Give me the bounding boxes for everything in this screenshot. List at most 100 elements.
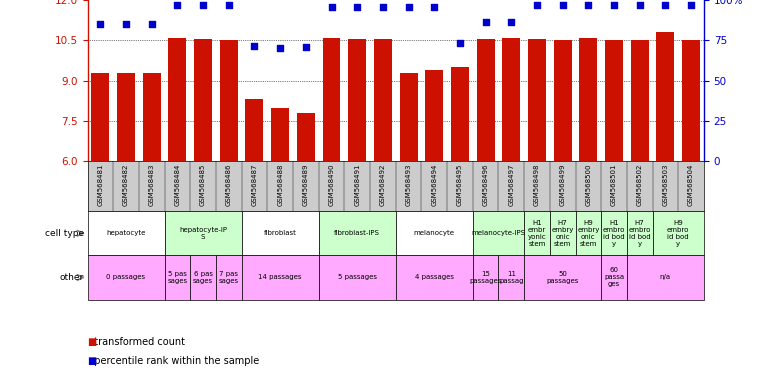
Text: GSM568494: GSM568494 <box>431 164 438 206</box>
Text: GSM568489: GSM568489 <box>303 164 309 206</box>
Text: GSM568485: GSM568485 <box>200 164 206 206</box>
Point <box>300 44 312 50</box>
Text: other: other <box>59 273 84 282</box>
Point <box>556 2 568 8</box>
Point <box>403 4 415 10</box>
Point <box>94 21 107 27</box>
Point <box>582 2 594 8</box>
Text: GSM568500: GSM568500 <box>585 164 591 206</box>
Text: GSM568501: GSM568501 <box>611 164 617 206</box>
Bar <box>528 39 546 161</box>
Text: fibroblast: fibroblast <box>264 230 297 236</box>
Bar <box>396 211 473 255</box>
Point <box>351 4 363 10</box>
Bar <box>579 38 597 161</box>
Point <box>223 2 235 8</box>
Bar <box>374 39 392 161</box>
Bar <box>524 211 550 255</box>
Point <box>197 2 209 8</box>
Text: percentile rank within the sample: percentile rank within the sample <box>88 356 259 366</box>
Text: ■: ■ <box>88 356 97 366</box>
Text: 4 passages: 4 passages <box>415 275 454 280</box>
Bar <box>319 211 396 255</box>
Bar <box>117 73 135 161</box>
Bar <box>323 38 340 161</box>
Bar <box>631 40 648 161</box>
Point <box>479 18 492 25</box>
Text: GSM568499: GSM568499 <box>559 164 565 206</box>
Text: GSM568487: GSM568487 <box>251 164 257 206</box>
Point <box>634 2 646 8</box>
Point <box>454 40 466 46</box>
Text: GSM568493: GSM568493 <box>406 164 412 206</box>
Text: hepatocyte-iP
S: hepatocyte-iP S <box>179 227 227 240</box>
Text: H7
embro
id bod
y: H7 embro id bod y <box>629 220 651 247</box>
Bar <box>242 255 319 300</box>
Text: 5 passages: 5 passages <box>338 275 377 280</box>
Point <box>531 2 543 8</box>
Bar <box>575 211 601 255</box>
Bar <box>190 255 216 300</box>
Text: 5 pas
sages: 5 pas sages <box>167 271 187 284</box>
Text: GSM568484: GSM568484 <box>174 164 180 206</box>
Bar <box>682 40 700 161</box>
Bar <box>627 255 704 300</box>
Bar <box>502 38 521 161</box>
Bar <box>220 40 237 161</box>
Point <box>608 2 620 8</box>
Text: GSM568481: GSM568481 <box>97 164 103 206</box>
Bar <box>242 211 319 255</box>
Bar <box>601 255 627 300</box>
Bar <box>88 211 164 255</box>
Text: GSM568495: GSM568495 <box>457 164 463 206</box>
Bar <box>657 32 674 161</box>
Text: GSM568502: GSM568502 <box>637 164 643 206</box>
Point <box>274 45 286 51</box>
Text: 15
passages: 15 passages <box>470 271 501 284</box>
Text: H7
embry
onic
stem: H7 embry onic stem <box>552 220 574 247</box>
Text: cell type: cell type <box>45 229 84 238</box>
Text: H1
embro
id bod
y: H1 embro id bod y <box>603 220 626 247</box>
Text: GSM568490: GSM568490 <box>329 164 335 206</box>
Text: hepatocyte: hepatocyte <box>107 230 145 236</box>
Bar <box>168 38 186 161</box>
Text: H1
embr
yonic
stem: H1 embr yonic stem <box>527 220 546 247</box>
Bar <box>164 211 242 255</box>
Point <box>145 21 158 27</box>
Bar <box>143 73 161 161</box>
Text: GSM568497: GSM568497 <box>508 164 514 206</box>
Text: GSM568482: GSM568482 <box>123 164 129 206</box>
Bar <box>554 40 572 161</box>
Text: transformed count: transformed count <box>88 337 184 347</box>
Bar <box>88 255 164 300</box>
Point <box>171 2 183 8</box>
Point <box>377 4 389 10</box>
Text: ■: ■ <box>88 337 97 347</box>
Point <box>659 2 671 8</box>
Bar <box>524 255 601 300</box>
Text: GSM568503: GSM568503 <box>662 164 668 206</box>
Text: fibroblast-IPS: fibroblast-IPS <box>334 230 380 236</box>
Bar <box>498 255 524 300</box>
Text: 60
passa
ges: 60 passa ges <box>604 267 624 288</box>
Bar <box>605 40 623 161</box>
Point <box>120 21 132 27</box>
Text: GSM568483: GSM568483 <box>148 164 154 206</box>
Bar <box>476 39 495 161</box>
Bar <box>549 211 575 255</box>
Text: GSM568504: GSM568504 <box>688 164 694 206</box>
Text: 7 pas
sages: 7 pas sages <box>218 271 239 284</box>
Bar <box>216 255 242 300</box>
Text: melanocyte: melanocyte <box>414 230 455 236</box>
Bar <box>319 255 396 300</box>
Text: 50
passages: 50 passages <box>546 271 579 284</box>
Bar <box>400 73 418 161</box>
Point <box>505 18 517 25</box>
Bar <box>425 70 443 161</box>
Text: H9
embro
id bod
y: H9 embro id bod y <box>667 220 689 247</box>
Text: H9
embry
onic
stem: H9 embry onic stem <box>577 220 600 247</box>
Text: GSM568496: GSM568496 <box>482 164 489 206</box>
Point <box>428 4 441 10</box>
Text: GSM568492: GSM568492 <box>380 164 386 206</box>
Point <box>685 2 697 8</box>
